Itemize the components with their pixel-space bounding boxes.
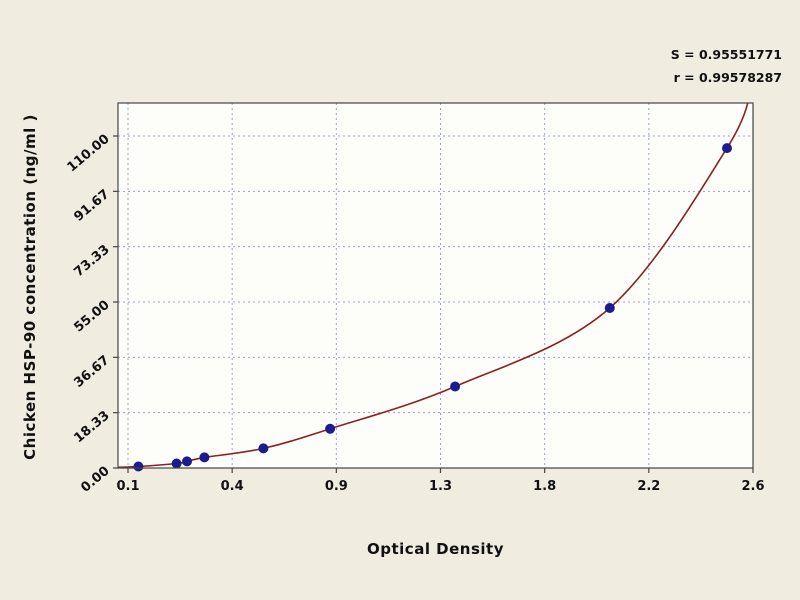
y-tick-label: 73.33: [71, 242, 112, 280]
y-tick-label: 18.33: [71, 408, 112, 446]
x-tick-label: 1.3: [429, 479, 452, 494]
data-point: [258, 443, 269, 454]
data-point: [171, 458, 182, 469]
y-tick-label: 110.00: [64, 132, 112, 176]
y-tick-label: 55.00: [71, 298, 112, 336]
y-tick-label: 0.00: [78, 464, 112, 496]
fit-statistics: S = 0.95551771 r = 0.99578287: [671, 44, 782, 89]
data-point: [325, 423, 336, 434]
y-axis-title: Chicken HSP-90 concentration (ng/ml ): [21, 114, 39, 460]
data-point: [722, 143, 732, 154]
data-point: [182, 456, 192, 467]
r-statistic: r = 0.99578287: [673, 69, 782, 85]
data-point: [133, 461, 144, 472]
plot-border: [117, 102, 754, 469]
x-tick-label: 0.9: [325, 479, 348, 494]
s-statistic: S = 0.95551771: [670, 47, 782, 62]
y-tick-label: 36.67: [71, 353, 112, 391]
y-tick-label: 91.67: [71, 187, 112, 225]
x-tick-label: 2.2: [637, 479, 660, 494]
data-point: [450, 381, 461, 392]
x-axis-title: Optical Density: [367, 540, 504, 558]
data-point: [604, 303, 615, 313]
x-tick-label: 0.4: [221, 479, 244, 494]
x-tick-label: 0.1: [116, 479, 139, 494]
plot-area: [118, 103, 753, 468]
x-tick-label: 2.6: [741, 479, 764, 494]
x-tick-label: 1.8: [533, 479, 556, 494]
data-point: [199, 452, 210, 463]
